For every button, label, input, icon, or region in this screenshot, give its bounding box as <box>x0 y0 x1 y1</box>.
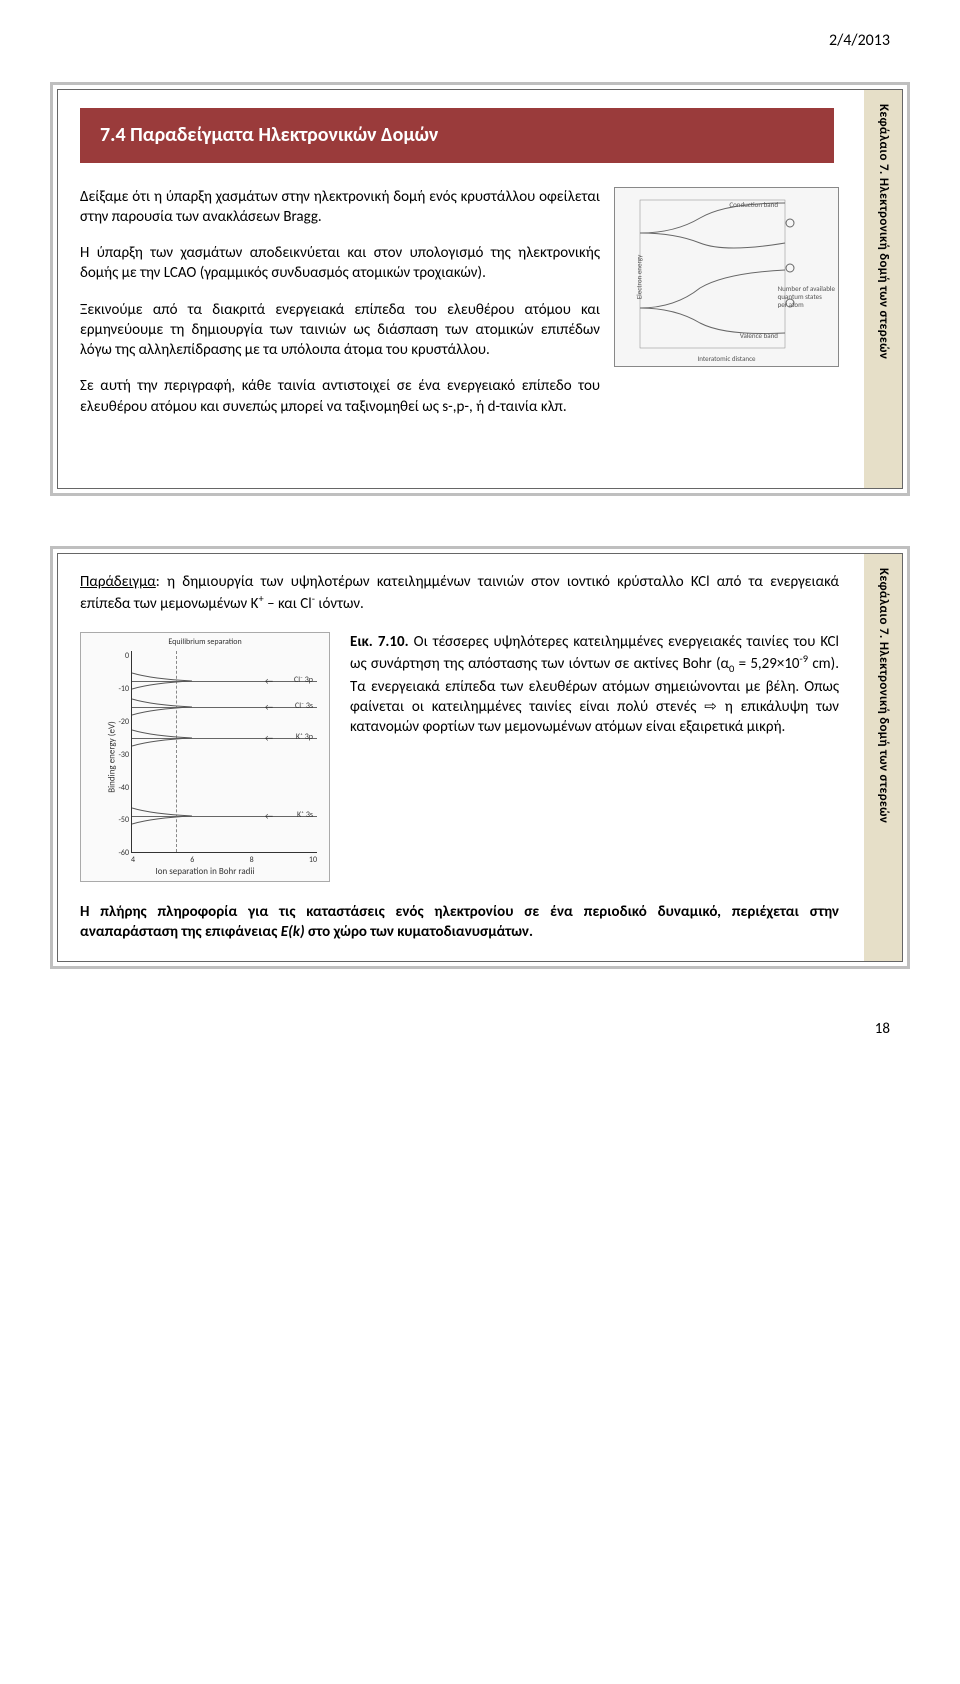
slide-2-footnote: Η πλήρης πληροφορία για τις καταστάσεις … <box>80 902 839 943</box>
band-svg <box>615 188 840 368</box>
band-conduction-label: Conduction band <box>729 200 778 209</box>
slide1-p1: Δείξαμε ότι η ύπαρξη χασμάτων στην ηλεκτ… <box>80 187 600 228</box>
band-note: Number of available quantum states per a… <box>778 285 835 308</box>
slide-2-row: Equilibrium separation Binding energy (e… <box>80 632 839 882</box>
example-label: Παράδειγμα <box>80 573 156 591</box>
level-arrow-icon: ← <box>265 811 273 823</box>
slide-1-inner: Κεφάλαιο 7. Ηλεκτρονική δομή των στερεών… <box>57 89 903 489</box>
xtick: 6 <box>190 855 194 866</box>
level-arrow-icon: ← <box>265 676 273 688</box>
level-arrow-icon: ← <box>265 733 273 745</box>
slide-2: Κεφάλαιο 7. Ηλεκτρονική δομή των στερεών… <box>50 546 910 969</box>
level-curve <box>132 697 192 717</box>
band-valence-label: Valence band <box>740 331 778 340</box>
slide-1-title: 7.4 Παραδείγματα Ηλεκτρονικών Δομών <box>80 108 834 163</box>
ytick: -10 <box>101 684 129 695</box>
energy-level-label: Cl⁻ 3s <box>295 701 313 712</box>
sidebar-label-1: Κεφάλαιο 7. Ηλεκτρονική δομή των στερεών <box>874 104 892 359</box>
page-date: 2/4/2013 <box>50 30 910 52</box>
band-structure-diagram: Electron energy Interatomic distance Con… <box>614 187 839 367</box>
slide1-p3: Ξεκινούμε από τα διακριτά ενεργειακά επί… <box>80 300 600 361</box>
slide-1-text: Δείξαμε ότι η ύπαρξη χασμάτων στην ηλεκτ… <box>80 187 600 433</box>
intro-rest: : η δημιουργία των υψηλοτέρων κατειλημμέ… <box>80 573 839 613</box>
xtick: 8 <box>250 855 254 866</box>
slide-2-inner: Κεφάλαιο 7. Ηλεκτρονική δομή των στερεών… <box>57 553 903 962</box>
sidebar-stripe-1: Κεφάλαιο 7. Ηλεκτρονική δομή των στερεών <box>864 90 902 488</box>
slide1-p2: Η ύπαρξη των χασμάτων αποδεικνύεται και … <box>80 243 600 284</box>
ytick: -20 <box>101 717 129 728</box>
band-note-l3: per atom <box>778 300 804 309</box>
plot-yticks: 0 -10 -20 -30 -40 -50 -60 <box>101 651 129 859</box>
slide-1-figure: Electron energy Interatomic distance Con… <box>614 187 839 433</box>
caption-body2: = 5,29×10 <box>734 655 799 673</box>
xtick: 10 <box>309 855 317 866</box>
level-curve <box>132 728 192 748</box>
energy-level-label: K⁺ 3s <box>297 810 313 821</box>
footnote-em: E(k) <box>281 923 305 941</box>
ytick: -40 <box>101 783 129 794</box>
sidebar-label-2: Κεφάλαιο 7. Ηλεκτρονική δομή των στερεών <box>874 568 892 823</box>
sidebar-stripe-2: Κεφάλαιο 7. Ηλεκτρονική δομή των στερεών <box>864 554 902 961</box>
plot-title: Equilibrium separation <box>168 637 241 648</box>
slide1-p4: Σε αυτή την περιγραφή, κάθε ταινία αντισ… <box>80 376 600 417</box>
ytick: 0 <box>101 651 129 662</box>
page: 2/4/2013 Κεφάλαιο 7. Ηλεκτρονική δομή τω… <box>0 0 960 1079</box>
plot-xticks: 4 6 8 10 <box>131 855 317 866</box>
exp-9: -9 <box>800 652 809 665</box>
level-curve <box>132 806 192 826</box>
ytick: -30 <box>101 750 129 761</box>
footnote-tail: στο χώρο των κυματοδιανυσμάτων. <box>305 923 533 941</box>
band-ylabel: Electron energy <box>635 254 644 299</box>
slide-2-caption: Εικ. 7.10. Οι τέσσερες υψηλότερες κατειλ… <box>350 632 839 882</box>
xtick: 4 <box>131 855 135 866</box>
caption-head: Εικ. 7.10. <box>350 633 409 651</box>
band-xlabel: Interatomic distance <box>697 354 755 363</box>
page-number: 18 <box>50 1019 910 1039</box>
plot-xlabel: Ion separation in Bohr radii <box>155 866 254 878</box>
level-arrow-icon: ← <box>265 702 273 714</box>
energy-level-label: Cl⁻ 3p <box>294 675 313 686</box>
energy-level-label: K⁺ 3p <box>296 732 313 743</box>
level-curve <box>132 671 192 691</box>
slide-1: Κεφάλαιο 7. Ηλεκτρονική δομή των στερεών… <box>50 82 910 496</box>
slide-1-content: Δείξαμε ότι η ύπαρξη χασμάτων στην ηλεκτ… <box>80 187 839 433</box>
plot-area: Cl⁻ 3p ← Cl⁻ 3s ← K⁺ 3p ← K⁺ 3s ← <box>131 651 317 853</box>
kcl-energy-plot: Equilibrium separation Binding energy (e… <box>80 632 330 882</box>
slide-2-intro: Παράδειγμα: η δημιουργία των υψηλοτέρων … <box>80 572 839 615</box>
intro-end: ιόντων. <box>315 595 364 613</box>
ytick: -60 <box>101 848 129 859</box>
slide2-intro-para: Παράδειγμα: η δημιουργία των υψηλοτέρων … <box>80 572 839 615</box>
ytick: -50 <box>101 815 129 826</box>
intro-tail: – και Cl <box>264 595 312 613</box>
